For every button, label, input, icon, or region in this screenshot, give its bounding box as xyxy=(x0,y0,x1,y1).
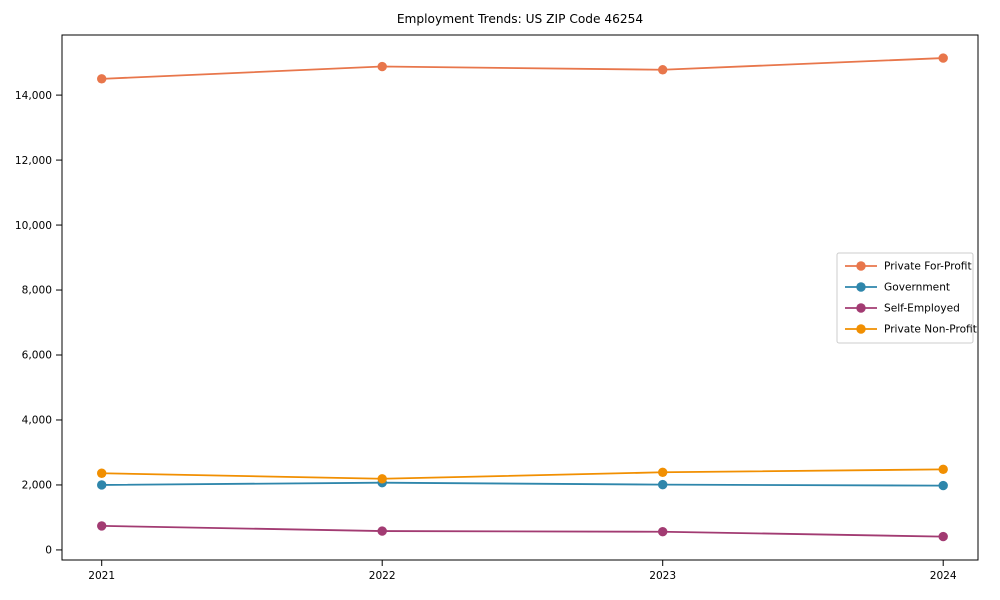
x-tick-label: 2021 xyxy=(88,570,115,582)
y-tick-label: 6,000 xyxy=(22,350,53,362)
line-private-non-profit xyxy=(101,468,944,480)
marker-private-for-profit xyxy=(938,53,948,63)
line-self-employed xyxy=(101,524,944,538)
legend-marker xyxy=(856,261,866,271)
legend-marker xyxy=(856,324,866,334)
y-tick-label: 8,000 xyxy=(22,285,53,297)
axis-ticks: 0 2,000 4,000 6,000 8,000 10,000 12,000 14,000 2… xyxy=(15,90,957,582)
y-tick-label: 10,000 xyxy=(15,220,52,232)
legend-item-government: Government xyxy=(845,282,950,294)
legend-label: Private For-Profit xyxy=(884,261,972,273)
marker-private-for-profit xyxy=(658,65,668,75)
marker-government xyxy=(658,479,668,490)
marker-private-non-profit xyxy=(97,468,107,478)
plot-frame xyxy=(61,34,979,561)
marker-private-non-profit xyxy=(377,474,387,484)
marker-private-for-profit xyxy=(377,61,387,72)
legend: Private For-Profit Government Self-Employe… xyxy=(836,252,977,344)
y-tick-label: 4,000 xyxy=(22,415,53,427)
marker-private-non-profit xyxy=(658,467,668,477)
plot-border xyxy=(61,34,979,561)
marker-government xyxy=(938,480,948,491)
marker-private-for-profit xyxy=(97,74,107,84)
legend-item-private-for-profit: Private For-Profit xyxy=(845,261,972,273)
y-tick-label: 0 xyxy=(45,545,52,557)
y-tick-label: 14,000 xyxy=(15,90,52,102)
x-tick-label: 2023 xyxy=(649,570,676,582)
line-private-for-profit xyxy=(101,57,944,80)
y-tick-label: 2,000 xyxy=(22,480,53,492)
marker-self-employed xyxy=(97,521,107,531)
line-government xyxy=(101,481,944,487)
y-tick-label: 12,000 xyxy=(15,155,52,167)
marker-self-employed xyxy=(658,527,668,537)
legend-marker xyxy=(856,282,866,292)
legend-label: Self-Employed xyxy=(884,303,960,315)
legend-item-self-employed: Self-Employed xyxy=(845,303,960,315)
data-series xyxy=(97,53,948,542)
legend-marker xyxy=(856,303,866,313)
chart-title: Employment Trends: US ZIP Code 46254 xyxy=(397,12,644,26)
legend-item-private-non-profit: Private Non-Profit xyxy=(845,324,977,336)
marker-private-non-profit xyxy=(938,464,948,475)
marker-government xyxy=(97,480,107,490)
legend-label: Government xyxy=(884,282,950,294)
legend-label: Private Non-Profit xyxy=(884,324,977,336)
legend-box xyxy=(836,252,974,344)
marker-self-employed xyxy=(938,531,948,542)
marker-self-employed xyxy=(377,526,387,536)
x-tick-label: 2024 xyxy=(930,570,957,582)
x-tick-label: 2022 xyxy=(369,570,396,582)
